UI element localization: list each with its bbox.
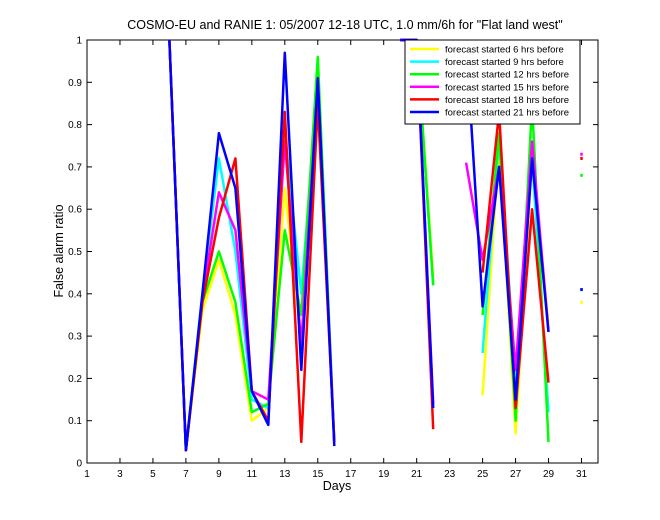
x-tick-label: 31 [576, 469, 588, 480]
legend-entry: forecast started 6 hrs before [445, 45, 564, 56]
y-tick-label: 0.2 [68, 374, 82, 385]
y-tick-label: 0.3 [68, 332, 82, 343]
x-tick-label: 27 [510, 469, 522, 480]
x-tick-label: 13 [279, 469, 291, 480]
y-axis-label: False alarm ratio [52, 204, 66, 297]
y-tick-label: 0.4 [68, 289, 82, 300]
x-tick-label: 17 [345, 469, 357, 480]
x-tick-label: 11 [247, 469, 258, 480]
x-axis-label: Days [323, 479, 351, 493]
x-tick-label: 9 [216, 469, 222, 480]
y-tick-label: 0.1 [68, 416, 82, 427]
legend-entry: forecast started 18 hrs before [445, 95, 569, 106]
x-tick-label: 3 [117, 469, 123, 480]
y-tick-label: 1 [76, 36, 82, 47]
x-tick-label: 25 [477, 469, 489, 480]
x-tick-label: 1 [84, 469, 90, 480]
legend-entry: forecast started 9 hrs before [445, 57, 564, 68]
legend-entry: forecast started 12 hrs before [445, 70, 569, 81]
x-axis-ticks: 1 3 5 7 9 11 13 15 17 19 21 23 25 27 29 31 [84, 40, 588, 480]
x-tick-label: 23 [444, 469, 456, 480]
series-line [464, 39, 550, 401]
y-tick-label: 0.6 [68, 205, 82, 216]
chart-title: COSMO-EU and RANIE 1: 05/2007 12-18 UTC,… [127, 18, 562, 32]
x-tick-label: 21 [411, 469, 423, 480]
legend-entry: forecast started 15 hrs before [445, 82, 569, 93]
legend-entry: forecast started 21 hrs before [445, 108, 569, 119]
y-axis-ticks: 0 0.1 0.2 0.3 0.4 0.5 0.6 0.7 0.8 0.9 1 [68, 36, 598, 470]
legend-box [404, 39, 581, 125]
y-tick-label: 0.8 [68, 120, 82, 131]
x-tick-label: 19 [378, 469, 390, 480]
y-tick-label: 0.5 [68, 247, 82, 258]
x-tick-label: 7 [183, 469, 189, 480]
y-tick-label: 0.9 [68, 78, 82, 89]
series-line [481, 110, 550, 410]
y-tick-label: 0.7 [68, 162, 82, 173]
x-tick-label: 15 [312, 469, 324, 480]
series-line [168, 39, 336, 452]
y-tick-label: 0 [76, 459, 82, 470]
x-tick-label: 29 [543, 469, 555, 480]
x-tick-label: 5 [150, 469, 156, 480]
